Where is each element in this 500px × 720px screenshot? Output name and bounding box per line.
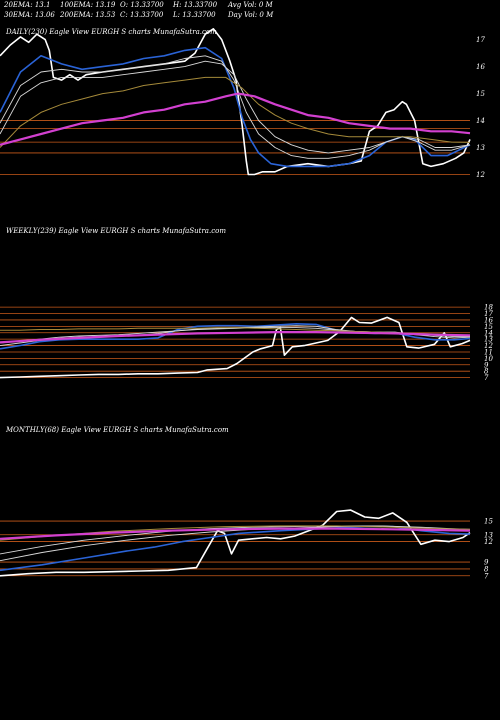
monthly-ema-long-line-5 <box>0 527 471 540</box>
high-readout: H: 13.33700 <box>173 1 218 9</box>
ema20-readout: 20EMA: 13.1 <box>4 1 51 9</box>
daily-price-line-0 <box>0 28 471 176</box>
weekly-tick-label-1: 8 <box>484 368 489 376</box>
weekly-panel-title: WEEKLY(239) Eagle View EURGH S charts Mu… <box>6 227 226 235</box>
weekly-tick-label-9: 16 <box>484 316 493 324</box>
weekly-tick-label-2: 9 <box>484 361 489 369</box>
weekly-ema-long-line-5 <box>0 331 471 344</box>
ema200-readout: 200EMA: 13.53 <box>60 11 116 19</box>
daily-chart: 12 13 14 15 16 17 <box>0 28 485 179</box>
weekly-tick-label-7: 14 <box>484 329 493 337</box>
weekly-tick-label-0: 7 <box>484 374 489 382</box>
monthly-tick-label-1: 8 <box>484 565 489 573</box>
weekly-tick-label-6: 13 <box>484 336 493 344</box>
close-readout: C: 13.33700 <box>120 11 164 19</box>
avg-vol-readout: Avg Vol: 0 M <box>228 1 273 9</box>
weekly-tick-label-5: 12 <box>484 342 493 350</box>
weekly-ema-mid-line-3 <box>0 327 470 344</box>
daily-ema-mid-line-3 <box>0 60 471 154</box>
ema100-readout: 100EMA: 13.19 <box>60 1 116 9</box>
daily-tick-label-2: 14 <box>476 117 485 125</box>
daily-tick-label-4: 16 <box>476 63 485 71</box>
daily-tick-label-0: 12 <box>476 171 485 179</box>
weekly-tick-label-3: 10 <box>484 355 493 363</box>
monthly-tick-label-0: 7 <box>484 572 489 580</box>
monthly-tick-label-5: 15 <box>484 518 493 526</box>
monthly-ema-mid-line-3 <box>0 525 471 555</box>
daily-tick-label-1: 13 <box>476 144 485 152</box>
ema30-readout: 30EMA: 13.06 <box>4 11 55 19</box>
weekly-tick-label-4: 11 <box>484 349 493 357</box>
daily-panel-title: DAILY(230) Eagle View EURGH S charts Mun… <box>6 28 217 36</box>
daily-ema-long-line-5 <box>0 92 471 146</box>
monthly-tick-label-4: 13 <box>484 531 493 539</box>
monthly-panel-title: MONTHLY(68) Eagle View EURGH S charts Mu… <box>6 426 229 434</box>
monthly-tick-label-2: 9 <box>484 559 489 567</box>
low-readout: L: 13.33700 <box>173 11 216 19</box>
monthly-ema-mid-line-2 <box>0 525 471 562</box>
daily-ema-mid-line-2 <box>0 55 471 159</box>
open-readout: O: 13.33700 <box>120 1 164 9</box>
daily-tick-label-5: 17 <box>476 36 485 44</box>
monthly-price-line-0 <box>0 509 471 577</box>
daily-tick-label-3: 15 <box>476 90 485 98</box>
monthly-tick-label-3: 12 <box>484 538 493 546</box>
daily-ema-slow-line-4 <box>0 76 471 148</box>
day-vol-readout: Day Vol: 0 M <box>228 11 274 19</box>
weekly-tick-label-11: 18 <box>484 304 493 312</box>
weekly-tick-label-8: 15 <box>484 323 493 331</box>
daily-ema-fast-line-1 <box>0 46 471 168</box>
weekly-tick-label-10: 17 <box>484 310 493 318</box>
